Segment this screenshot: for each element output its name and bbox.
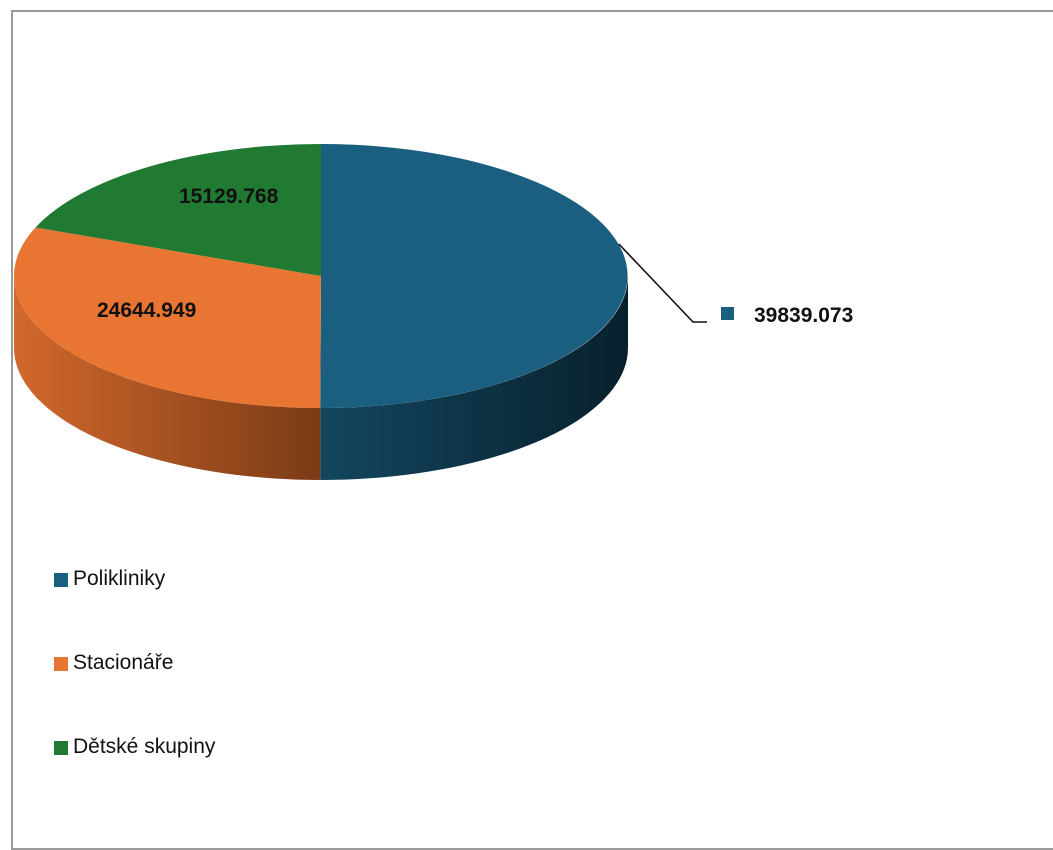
data-label-marker-2 <box>146 188 159 201</box>
slice-top-2 <box>35 144 321 276</box>
legend-swatch-2 <box>54 741 68 755</box>
legend-label-0: Polikliniky <box>73 567 166 590</box>
legend-item-2: Dětské skupiny <box>54 728 215 812</box>
slice-side-1 <box>14 276 321 480</box>
legend-item-0: Polikliniky <box>54 560 215 644</box>
data-label-marker-0 <box>721 307 734 320</box>
legend: Polikliniky Stacionáře Dětské skupiny <box>54 560 215 812</box>
legend-swatch-1 <box>54 657 68 671</box>
data-label-0: 39839.073 <box>754 304 853 327</box>
legend-swatch-0 <box>54 573 68 587</box>
slice-top-1 <box>14 227 322 408</box>
data-label-marker-1 <box>64 302 77 315</box>
leader-line-0 <box>618 243 707 323</box>
legend-label-1: Stacionáře <box>73 651 174 674</box>
legend-item-1: Stacionáře <box>54 644 215 728</box>
slice-side-0 <box>320 276 628 480</box>
legend-label-2: Dětské skupiny <box>73 735 216 758</box>
slice-top-0 <box>320 144 628 409</box>
data-label-2: 15129.768 <box>179 185 279 208</box>
data-label-1: 24644.949 <box>97 299 196 322</box>
